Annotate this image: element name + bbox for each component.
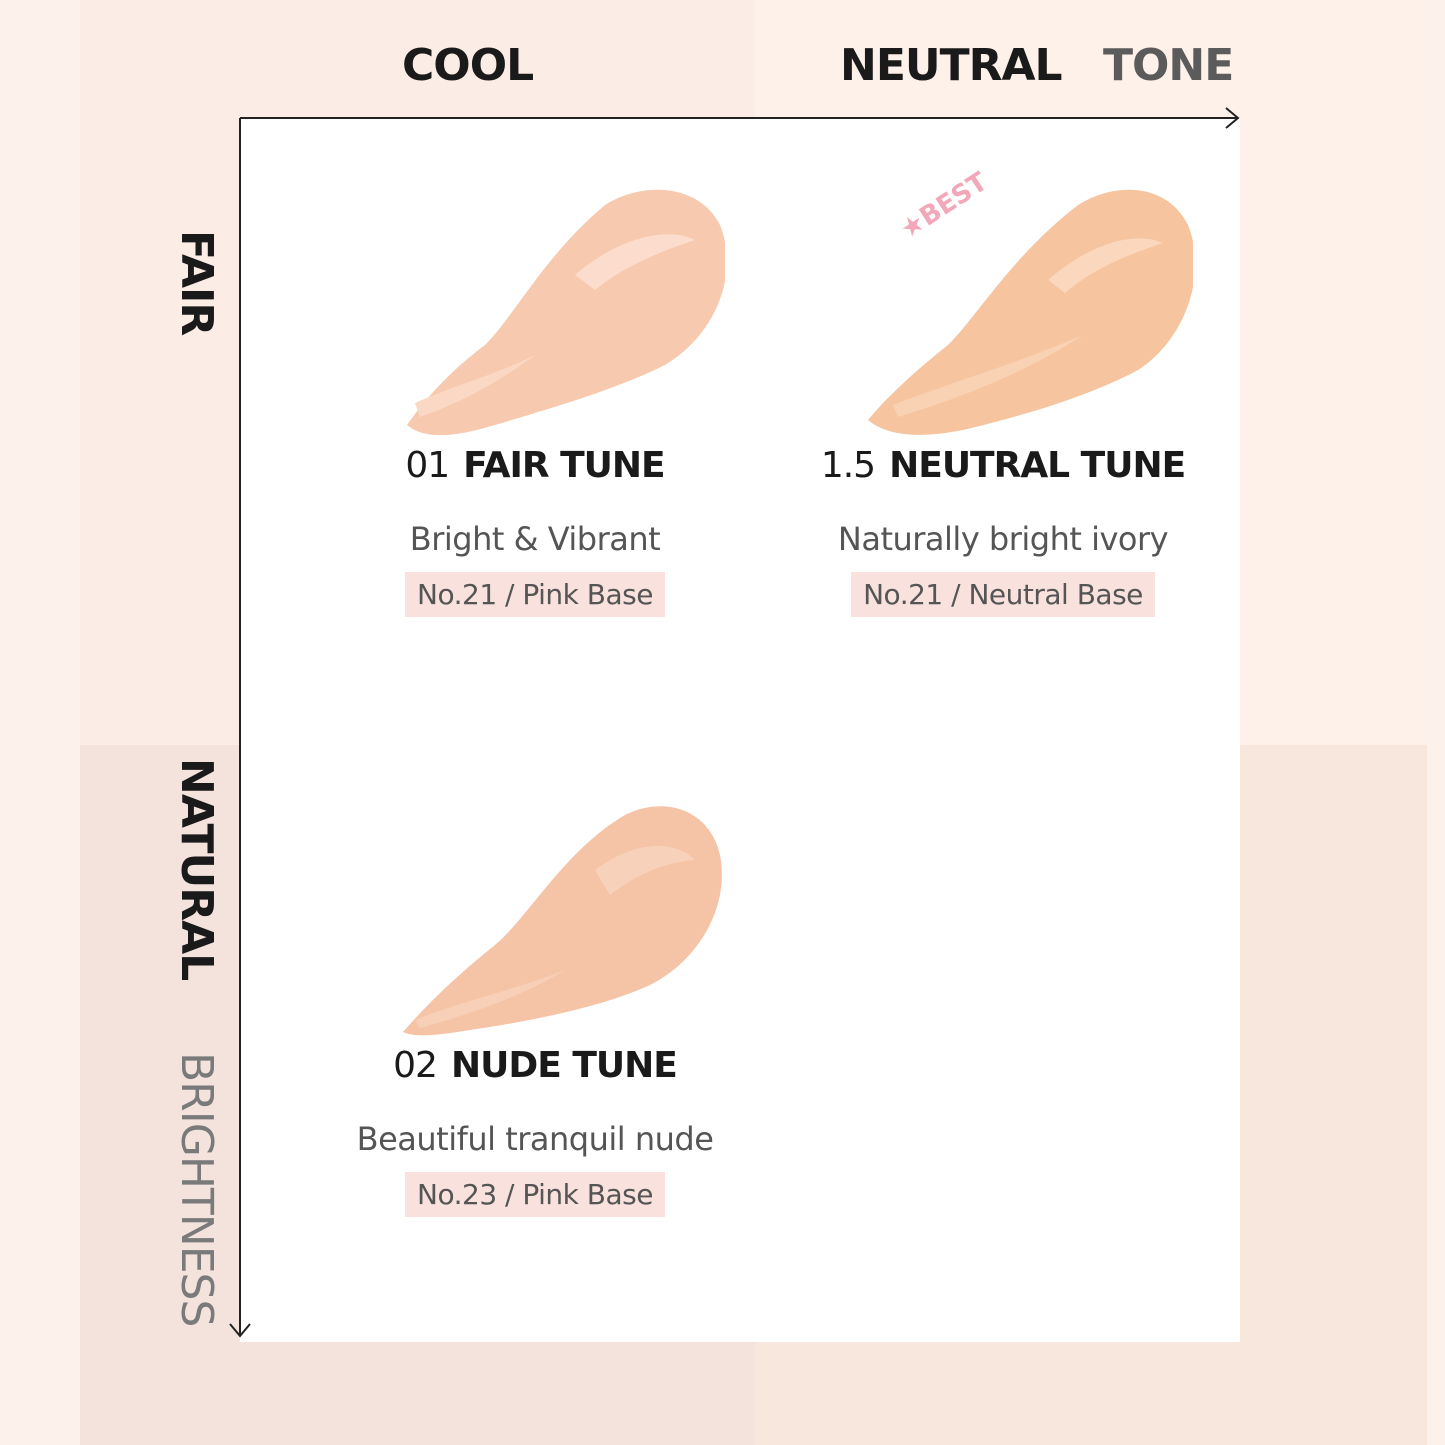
shade-title: 1.5 NEUTRAL TUNE	[773, 445, 1233, 486]
shade-number: 02	[393, 1045, 438, 1086]
tone-axis-title: TONE	[1103, 40, 1234, 91]
shade-swatch-nude-tune	[403, 806, 722, 1036]
background-right	[1427, 0, 1445, 1445]
shade-description: Beautiful tranquil nude	[356, 1120, 714, 1158]
shade-card-fair-tune: 01 FAIR TUNE Bright & Vibrant No.21 / Pin…	[305, 185, 765, 617]
shade-description: Bright & Vibrant	[409, 520, 661, 558]
shade-tag: No.21 / Pink Base	[405, 572, 665, 617]
shade-swatch-neutral-tune	[868, 189, 1193, 435]
shade-name: NEUTRAL TUNE	[889, 445, 1186, 486]
brightness-axis-title: BRIGHTNESS	[171, 1052, 222, 1327]
background-left	[0, 0, 80, 1445]
shade-name: FAIR TUNE	[463, 445, 665, 486]
shade-number: 01	[405, 445, 450, 486]
brightness-natural-label: NATURAL	[171, 758, 222, 981]
shade-title: 01 FAIR TUNE	[305, 445, 765, 486]
shade-swatch-fair-tune	[407, 189, 725, 436]
shade-description: Naturally bright ivory	[837, 520, 1169, 558]
shade-number: 1.5	[820, 445, 876, 486]
tone-neutral-label: NEUTRAL	[840, 40, 1063, 91]
shade-title: 02 NUDE TUNE	[305, 1045, 765, 1086]
shade-card-neutral-tune: 1.5 NEUTRAL TUNE Naturally bright ivory N…	[773, 185, 1233, 617]
shade-name: NUDE TUNE	[450, 1045, 678, 1086]
shade-card-nude-tune: 02 NUDE TUNE Beautiful tranquil nude No.2…	[305, 800, 765, 1217]
shade-tag: No.21 / Neutral Base	[851, 572, 1155, 617]
brightness-fair-label: FAIR	[171, 230, 222, 336]
tone-cool-label: COOL	[402, 40, 534, 91]
shade-tag: No.23 / Pink Base	[405, 1172, 665, 1217]
